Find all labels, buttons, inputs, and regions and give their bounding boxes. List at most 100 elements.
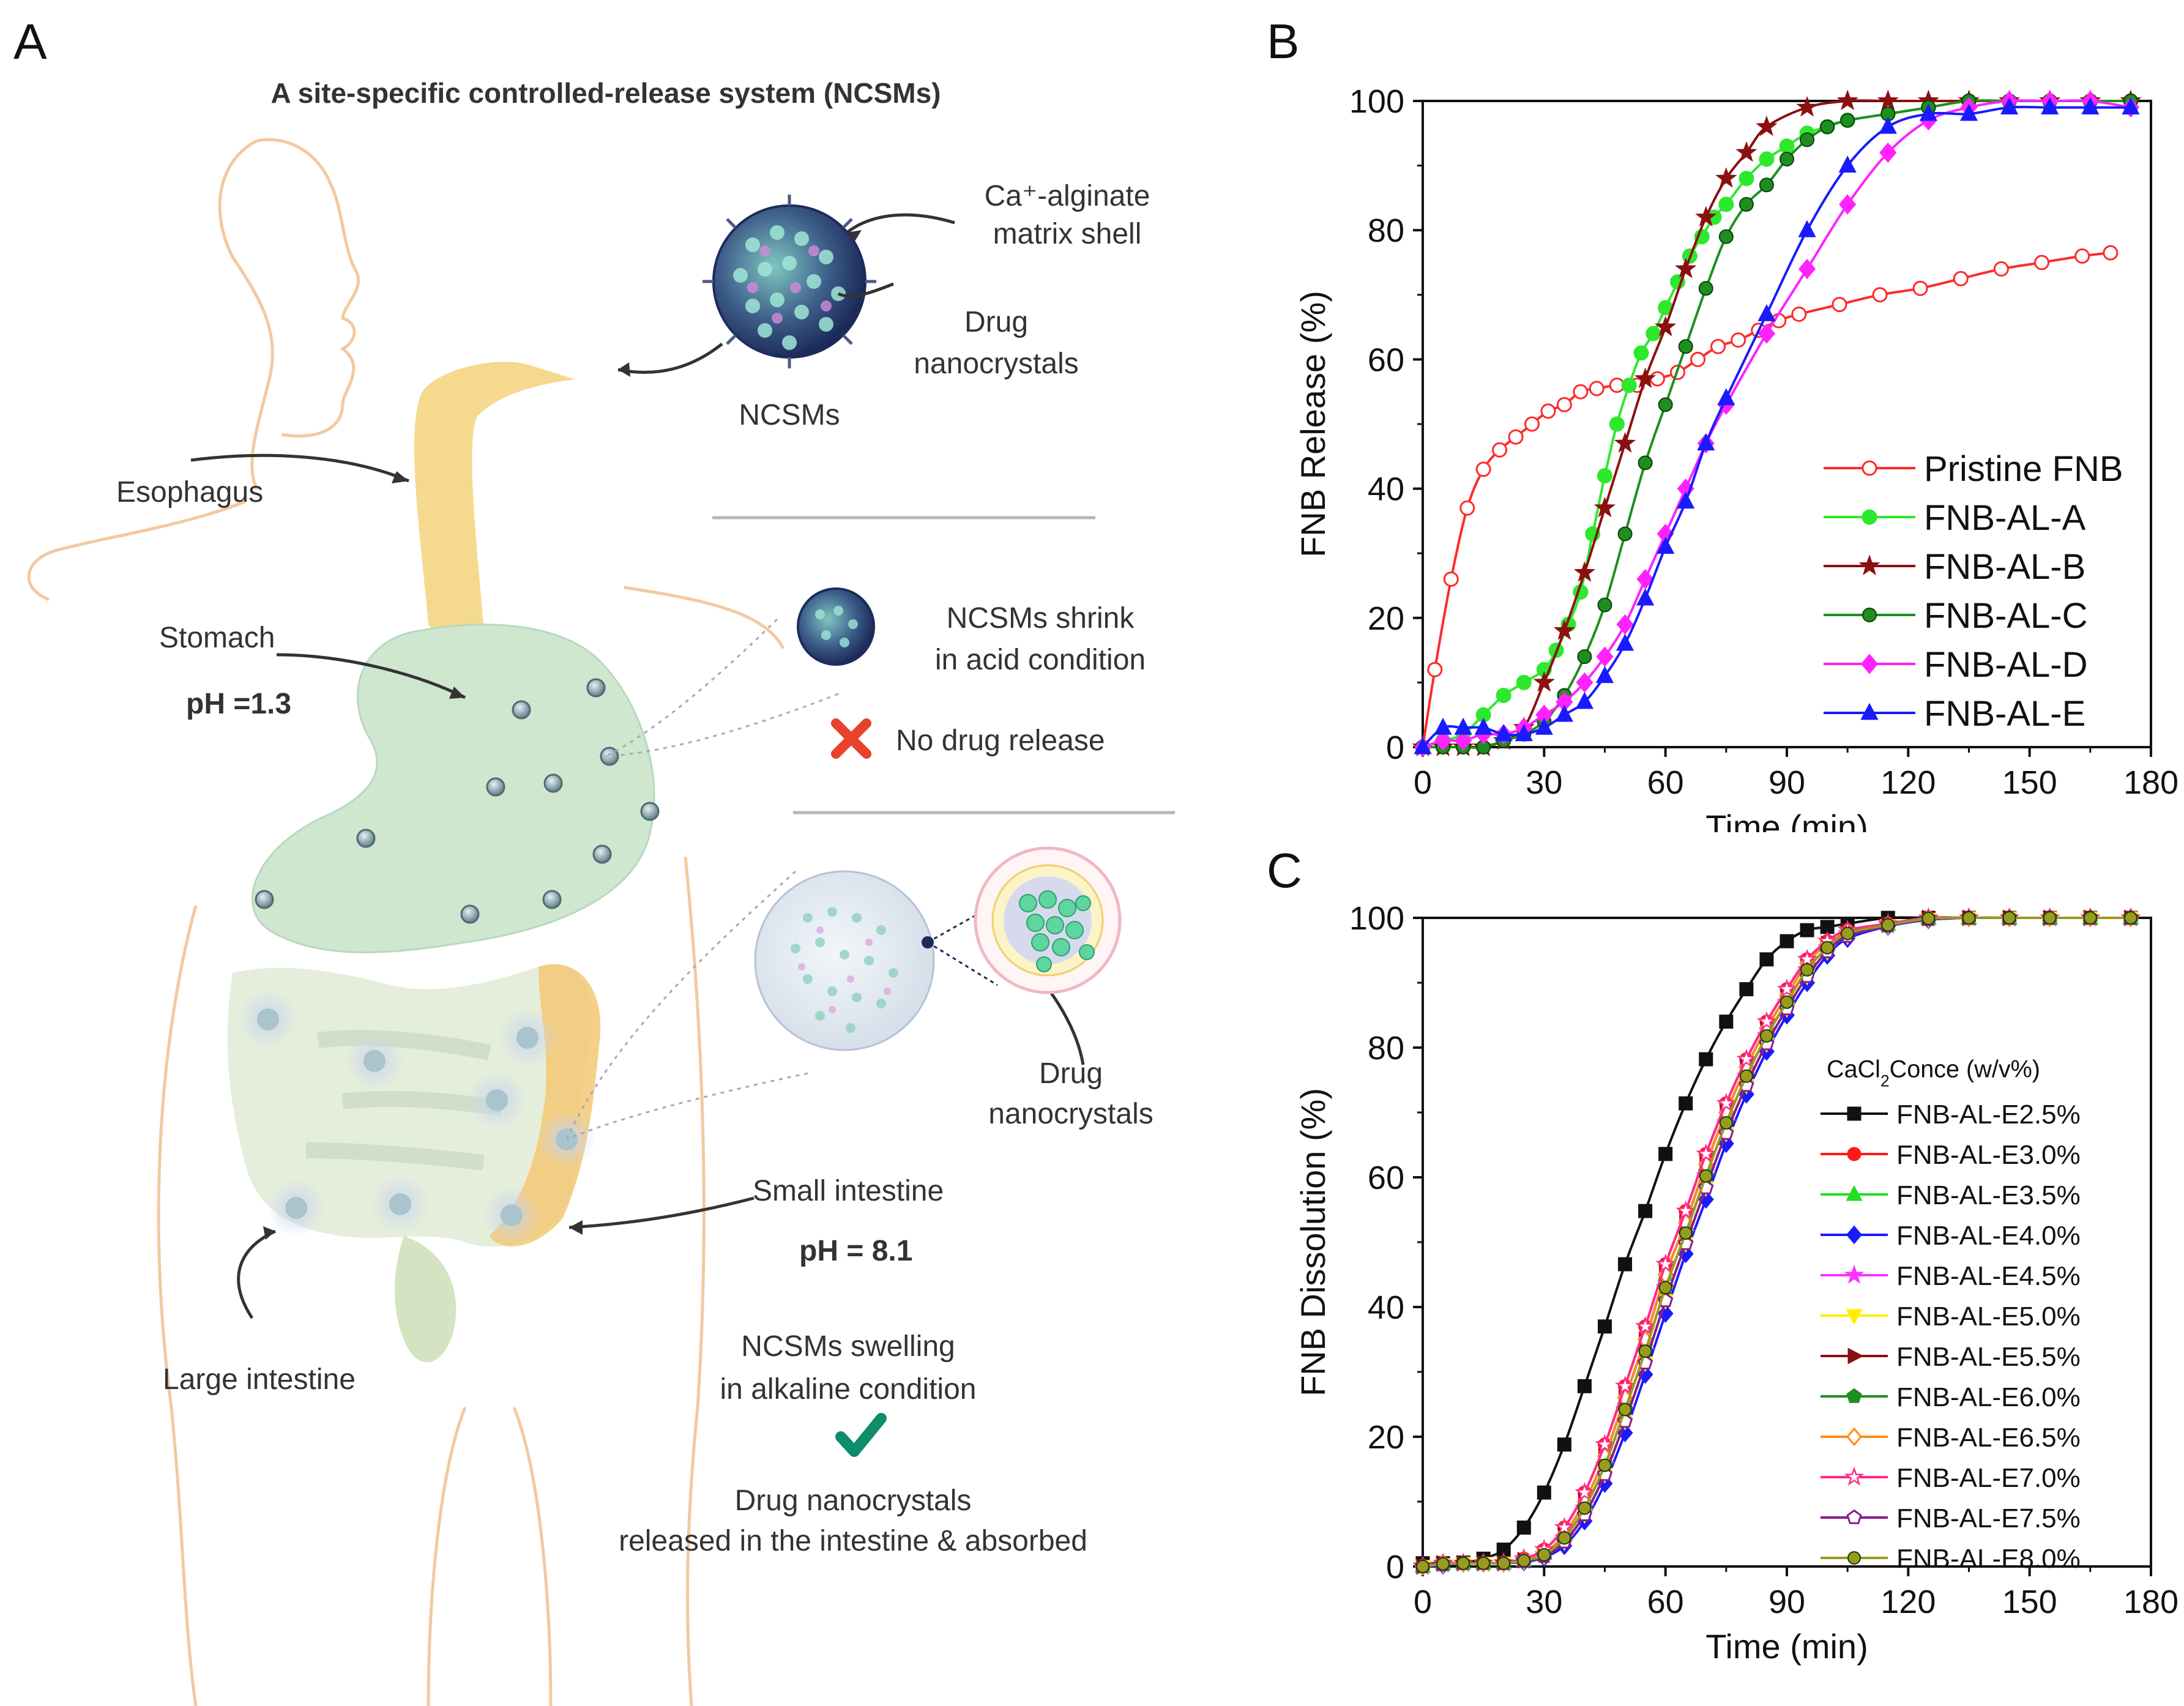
x-tick-label: 30 bbox=[1526, 1584, 1562, 1620]
legend-label: FNB-AL-E3.0% bbox=[1896, 1140, 2081, 1170]
data-point bbox=[1731, 332, 1746, 348]
data-point bbox=[1434, 730, 1452, 751]
data-point bbox=[1598, 1319, 1612, 1334]
x-tick-label: 180 bbox=[2123, 1584, 2178, 1620]
data-point bbox=[1759, 952, 1774, 967]
data-point bbox=[1477, 1556, 1491, 1570]
x-tick-label: 150 bbox=[2002, 1584, 2057, 1620]
x-tick-label: 90 bbox=[1768, 1584, 1805, 1620]
data-point bbox=[1962, 911, 1976, 925]
data-point bbox=[1597, 597, 1612, 613]
legend-label: FNB-AL-E4.5% bbox=[1896, 1261, 2081, 1291]
data-point bbox=[1609, 416, 1625, 432]
data-point bbox=[1797, 948, 1817, 968]
y-tick-label: 40 bbox=[1368, 1289, 1404, 1326]
large-intestine-label: Large intestine bbox=[163, 1363, 356, 1396]
data-point bbox=[1615, 1376, 1635, 1395]
data-point bbox=[1655, 1253, 1676, 1273]
data-point bbox=[2074, 248, 2090, 264]
data-point bbox=[1540, 403, 1556, 419]
small-intestine-label: Small intestine bbox=[753, 1175, 944, 1207]
data-point bbox=[1675, 257, 1697, 278]
x-axis-label: Time (min) bbox=[1705, 1627, 1868, 1666]
data-point bbox=[2002, 911, 2016, 925]
data-point bbox=[1679, 1096, 1693, 1111]
data-point bbox=[1832, 297, 1847, 313]
data-point bbox=[1593, 496, 1616, 518]
intestine-particles bbox=[239, 990, 596, 1245]
panel-a-title: A site-specific controlled-release syste… bbox=[271, 77, 941, 109]
legend-label: FNB-AL-E6.5% bbox=[1896, 1423, 2081, 1453]
data-point bbox=[1877, 89, 1899, 110]
data-point bbox=[1879, 142, 1897, 163]
data-point bbox=[1696, 1143, 1716, 1163]
data-point bbox=[2081, 97, 2100, 114]
data-point bbox=[1618, 1257, 1633, 1272]
data-point bbox=[1618, 1402, 1632, 1417]
legend-marker bbox=[1860, 654, 1879, 674]
digestive-diagram: A site-specific controlled-release syste… bbox=[27, 77, 1175, 1706]
legend-marker bbox=[1846, 1509, 1862, 1524]
data-point bbox=[1759, 151, 1775, 167]
esophagus-label: Esophagus bbox=[116, 476, 263, 508]
legend-marker bbox=[1846, 1185, 1863, 1201]
data-point bbox=[1553, 619, 1576, 640]
x-tick-label: 180 bbox=[2123, 764, 2178, 801]
data-point bbox=[1699, 1052, 1713, 1067]
shrink-label-1: NCSMs shrink bbox=[947, 602, 1135, 635]
data-point bbox=[1635, 1316, 1656, 1335]
data-point bbox=[1715, 167, 1737, 188]
series-fnb-al-e8-0- bbox=[1416, 911, 2137, 1573]
data-point bbox=[1636, 588, 1655, 606]
y-axis-label: FNB Release (%) bbox=[1294, 291, 1332, 557]
legend-marker bbox=[1847, 1106, 1862, 1121]
data-point bbox=[1800, 132, 1815, 147]
legend-label: FNB-AL-E5.0% bbox=[1896, 1302, 2081, 1332]
data-point bbox=[2041, 97, 2059, 114]
x-tick-label: 0 bbox=[1414, 1584, 1432, 1620]
data-point bbox=[1496, 688, 1511, 704]
dotted-connectors bbox=[565, 618, 839, 1141]
shrink-label-2: in acid condition bbox=[935, 644, 1146, 676]
data-point bbox=[1614, 432, 1636, 453]
data-point bbox=[1633, 345, 1649, 361]
data-point bbox=[1436, 1557, 1450, 1571]
legend-label: Pristine FNB bbox=[1924, 449, 2123, 489]
data-point bbox=[1735, 141, 1757, 162]
legend: CaCl2Conce (w/v%) FNB-AL-E2.5% FNB-AL-E3.0… bbox=[1821, 1056, 2081, 1574]
data-point bbox=[1638, 1344, 1652, 1358]
data-point bbox=[1575, 691, 1594, 709]
no-release-label: No drug release bbox=[896, 724, 1105, 757]
data-point bbox=[1634, 367, 1657, 389]
data-point bbox=[1515, 724, 1533, 742]
data-point bbox=[1649, 371, 1665, 387]
data-point bbox=[1595, 1434, 1615, 1453]
series-fnb-al-e bbox=[1414, 97, 2140, 754]
data-point bbox=[2083, 911, 2097, 925]
legend-title: CaCl2Conce (w/v%) bbox=[1827, 1056, 2040, 1090]
data-point bbox=[1912, 280, 1928, 296]
legend-label: FNB-AL-E4.0% bbox=[1896, 1221, 2081, 1251]
legend-marker bbox=[1862, 460, 1877, 476]
y-tick-label: 40 bbox=[1368, 471, 1404, 508]
cross-icon bbox=[831, 718, 871, 759]
data-point bbox=[1838, 155, 1857, 173]
data-point bbox=[1557, 1437, 1571, 1452]
x-axis-label: Time (min) bbox=[1705, 808, 1868, 832]
data-point bbox=[2034, 255, 2049, 270]
data-point bbox=[1516, 1520, 1531, 1535]
data-point bbox=[1759, 177, 1774, 193]
x-tick-label: 150 bbox=[2002, 764, 2057, 801]
data-point bbox=[1573, 561, 1596, 582]
data-point bbox=[1645, 326, 1661, 341]
legend-label: FNB-AL-E6.0% bbox=[1896, 1382, 2081, 1412]
intestine-ph-label: pH = 8.1 bbox=[799, 1235, 912, 1267]
data-point bbox=[1494, 724, 1513, 742]
check-icon bbox=[835, 1413, 887, 1457]
stomach-shape bbox=[252, 624, 655, 953]
data-point bbox=[1636, 568, 1654, 590]
data-point bbox=[1456, 1556, 1470, 1570]
y-tick-label: 80 bbox=[1368, 1030, 1404, 1067]
drug2-label-2: nanocrystals bbox=[988, 1098, 1153, 1130]
data-point bbox=[1697, 433, 1715, 451]
